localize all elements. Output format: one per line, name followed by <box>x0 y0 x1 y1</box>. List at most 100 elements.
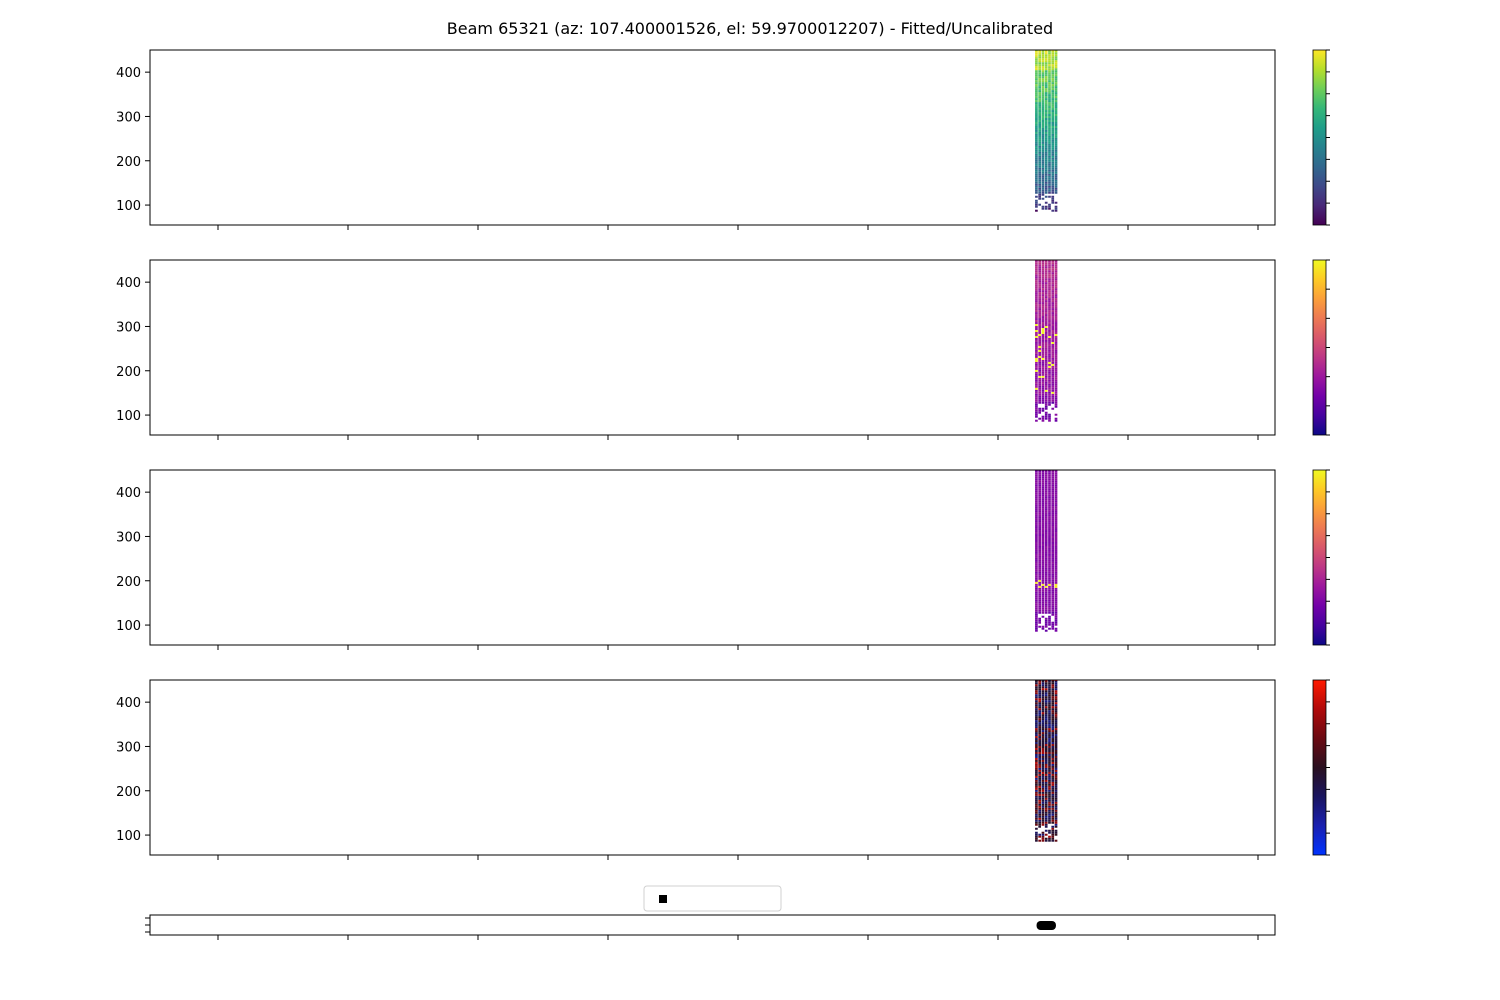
y-tick-label: 100 <box>116 619 141 634</box>
heatmap-cell <box>1035 581 1038 584</box>
heatmap-cell <box>1044 331 1048 334</box>
heatmap-cell <box>1038 349 1042 352</box>
heatmap-cell <box>1041 397 1045 400</box>
heatmap-cell <box>1051 292 1055 295</box>
heatmap-cell <box>1035 282 1038 285</box>
heatmap-cell <box>1051 365 1055 368</box>
heatmap-cell <box>1041 686 1045 689</box>
heatmap-cell <box>1038 543 1042 546</box>
heatmap-cell <box>1035 133 1038 136</box>
heatmap-cell <box>1048 514 1051 517</box>
heatmap-cell <box>1035 599 1038 602</box>
heatmap-cell <box>1048 341 1051 344</box>
heatmap-cell <box>1048 189 1051 192</box>
heatmap-cell <box>1054 167 1058 170</box>
heatmap-cell <box>1038 74 1042 77</box>
heatmap-cell <box>1051 716 1055 719</box>
heatmap-cell <box>1041 692 1045 695</box>
heatmap-cell <box>1044 492 1048 495</box>
heatmap-cell <box>1041 365 1045 368</box>
heatmap-cell <box>1054 133 1058 136</box>
heatmap-cell <box>1054 116 1058 118</box>
heatmap-cell <box>1051 817 1055 820</box>
heatmap-cell <box>1054 52 1058 55</box>
heatmap-cell <box>1051 718 1055 721</box>
heatmap-cell <box>1054 500 1058 503</box>
heatmap-cell <box>1054 534 1058 537</box>
heatmap-cell <box>1035 86 1038 89</box>
heatmap-cell <box>1044 294 1048 297</box>
heatmap-cell <box>1038 151 1042 154</box>
heatmap-cell <box>1041 716 1045 719</box>
heatmap-cell <box>1041 197 1045 200</box>
heatmap-cell <box>1041 597 1045 600</box>
heatmap-cell <box>1041 698 1045 701</box>
heatmap-cell <box>1044 278 1048 281</box>
heatmap-cell <box>1038 367 1042 370</box>
heatmap-cell <box>1038 682 1042 685</box>
heatmap-cell <box>1051 835 1055 838</box>
heatmap-cell <box>1048 102 1051 105</box>
heatmap-cell <box>1038 803 1042 806</box>
heatmap-cell <box>1051 712 1055 715</box>
heatmap-cell <box>1038 326 1042 328</box>
heatmap-cell <box>1048 108 1051 111</box>
heatmap-cell <box>1041 688 1045 691</box>
heatmap-cell <box>1038 371 1042 374</box>
heatmap-cell <box>1051 684 1055 687</box>
heatmap-cell <box>1054 553 1058 556</box>
heatmap-cell <box>1035 260 1038 263</box>
heatmap-cell <box>1041 121 1045 124</box>
heatmap-cell <box>1048 524 1051 527</box>
heatmap-cell <box>1041 504 1045 507</box>
heatmap-cell <box>1035 159 1038 162</box>
heatmap-cell <box>1054 524 1058 527</box>
heatmap-cell <box>1054 353 1058 356</box>
heatmap-cell <box>1038 131 1042 134</box>
heatmap-cell <box>1044 106 1048 109</box>
heatmap-cell <box>1038 106 1042 109</box>
heatmap-cell <box>1051 260 1055 263</box>
heatmap-cell <box>1054 310 1058 313</box>
heatmap-cell <box>1054 401 1058 404</box>
heatmap-cell <box>1041 732 1045 735</box>
heatmap-cell <box>1041 581 1045 584</box>
heatmap-cell <box>1054 82 1058 85</box>
heatmap-cell <box>1044 704 1048 707</box>
heatmap-cell <box>1054 357 1058 360</box>
heatmap-cell <box>1048 740 1051 743</box>
heatmap-cell <box>1035 623 1038 626</box>
heatmap-cell <box>1048 88 1051 91</box>
heatmap-cell <box>1054 833 1058 836</box>
heatmap-cell <box>1038 129 1042 132</box>
heatmap-cell <box>1041 367 1045 370</box>
heatmap-cell <box>1051 724 1055 727</box>
heatmap-cell <box>1048 575 1051 578</box>
heatmap-cell <box>1048 375 1051 378</box>
heatmap-cell <box>1044 589 1048 592</box>
heatmap-cell <box>1054 545 1058 548</box>
heatmap-cell <box>1044 805 1048 808</box>
heatmap-cell <box>1044 363 1048 366</box>
heatmap-cell <box>1054 379 1058 382</box>
heatmap-cell <box>1041 175 1045 178</box>
heatmap-cell <box>1041 137 1045 140</box>
heatmap-cell <box>1051 50 1055 53</box>
heatmap-cell <box>1044 795 1048 798</box>
heatmap-cell <box>1048 742 1051 745</box>
heatmap-cell <box>1041 373 1045 376</box>
heatmap-cell <box>1048 104 1051 107</box>
heatmap-cell <box>1041 353 1045 356</box>
heatmap-cell <box>1048 129 1051 132</box>
heatmap-cell <box>1035 797 1038 800</box>
heatmap-cell <box>1041 488 1045 491</box>
heatmap-cell <box>1048 365 1051 368</box>
heatmap-cell <box>1035 369 1038 372</box>
heatmap-cell <box>1048 563 1051 566</box>
heatmap-cell <box>1035 615 1038 618</box>
heatmap-cell <box>1048 169 1051 172</box>
heatmap-cell <box>1041 690 1045 693</box>
heatmap-cell <box>1054 161 1058 164</box>
heatmap-cell <box>1054 629 1058 632</box>
heatmap-cell <box>1044 476 1048 479</box>
